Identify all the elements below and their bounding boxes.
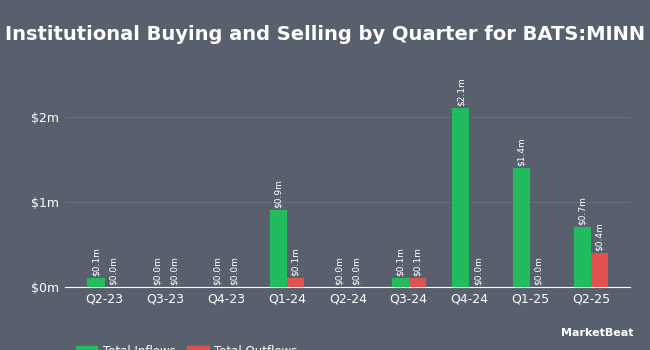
Text: $1.4m: $1.4m xyxy=(517,137,526,166)
Bar xyxy=(88,279,105,287)
Bar xyxy=(591,253,608,287)
Text: $0.0m: $0.0m xyxy=(534,257,543,285)
Text: $0.0m: $0.0m xyxy=(152,257,161,285)
Text: $0.0m: $0.0m xyxy=(109,257,118,285)
Text: $2.1m: $2.1m xyxy=(456,77,465,106)
Text: $0.1m: $0.1m xyxy=(396,247,404,276)
Text: $0.7m: $0.7m xyxy=(578,196,587,225)
Text: $0.4m: $0.4m xyxy=(595,222,604,251)
Text: $0.1m: $0.1m xyxy=(413,247,422,276)
Bar xyxy=(452,108,469,287)
Bar xyxy=(391,279,409,287)
Text: $0.0m: $0.0m xyxy=(230,257,239,285)
Text: $0.0m: $0.0m xyxy=(213,257,222,285)
Bar xyxy=(287,279,304,287)
Bar xyxy=(574,228,591,287)
Bar xyxy=(270,210,287,287)
Text: Institutional Buying and Selling by Quarter for BATS:MINN: Institutional Buying and Selling by Quar… xyxy=(5,25,645,43)
Bar xyxy=(409,279,426,287)
Text: $0.1m: $0.1m xyxy=(291,247,300,276)
Text: $0.0m: $0.0m xyxy=(335,257,344,285)
Text: $0.0m: $0.0m xyxy=(473,257,482,285)
Text: $0.0m: $0.0m xyxy=(170,257,178,285)
Text: $0.9m: $0.9m xyxy=(274,180,283,208)
Bar xyxy=(513,168,530,287)
Text: $0.1m: $0.1m xyxy=(92,247,101,276)
Text: $0.0m: $0.0m xyxy=(352,257,361,285)
Legend: Total Inflows, Total Outflows: Total Inflows, Total Outflows xyxy=(71,341,303,350)
Text: MarketBeat: MarketBeat xyxy=(561,328,634,338)
